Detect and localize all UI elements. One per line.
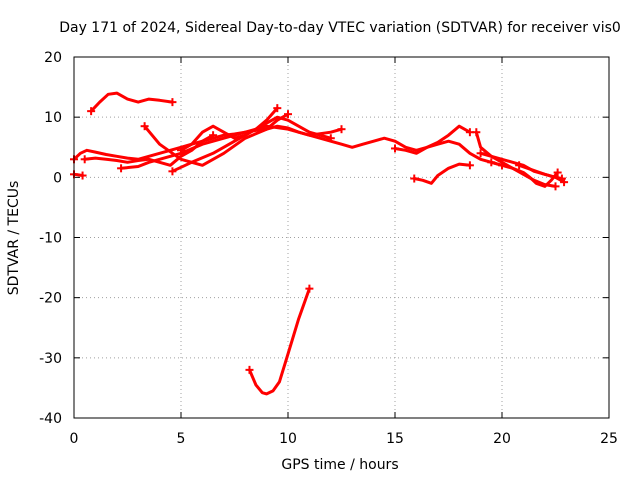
x-tick-label: 0 bbox=[70, 431, 79, 447]
series-arc-8-start-marker bbox=[177, 146, 185, 155]
series-arc-6-start-marker bbox=[140, 122, 149, 131]
series-arc-3-end-marker bbox=[168, 98, 177, 107]
plot-frame bbox=[73, 56, 610, 419]
series-arc-14-start-marker bbox=[487, 158, 496, 167]
series-arc-7 bbox=[170, 106, 279, 173]
series-arc-3 bbox=[89, 91, 174, 113]
x-tick-label: 15 bbox=[386, 431, 404, 447]
y-tick-label: 10 bbox=[44, 110, 62, 126]
series-arc-7-end-marker bbox=[273, 104, 282, 113]
series-arc-10 bbox=[412, 162, 472, 185]
y-tick-label: -20 bbox=[39, 291, 62, 307]
series-arc-8-end-marker bbox=[326, 134, 335, 143]
series-arc-5-end-marker bbox=[337, 125, 346, 134]
series-arc-9-end-marker bbox=[305, 284, 314, 293]
x-tick-label: 20 bbox=[493, 431, 511, 447]
series-arc-5 bbox=[119, 124, 343, 170]
series-arc-9 bbox=[248, 287, 311, 396]
x-axis-label: GPS time / hours bbox=[281, 457, 398, 473]
series-arc-6-end-marker bbox=[284, 110, 292, 119]
series-arc-8 bbox=[179, 115, 333, 152]
series-arc-6 bbox=[143, 112, 290, 167]
series-arc-3-start-marker bbox=[87, 107, 96, 116]
series-arc-10-end-marker bbox=[465, 161, 474, 170]
series-arc-4-start-marker bbox=[80, 155, 89, 164]
x-tick-labels: 0 5 10 15 20 25 bbox=[70, 431, 618, 447]
series-arc-5-start-marker bbox=[117, 164, 126, 173]
x-tick-label: 5 bbox=[177, 431, 186, 447]
series-arc-10-start-marker bbox=[410, 174, 419, 183]
series-arc-15 bbox=[517, 163, 566, 184]
y-tick-labels: -40 -30 -20 -10 0 10 20 bbox=[39, 50, 62, 427]
x-tick-label: 25 bbox=[600, 431, 618, 447]
series-arc-12-start-marker bbox=[472, 128, 481, 137]
series-arc-11-start-marker bbox=[391, 144, 399, 153]
grid-lines bbox=[74, 57, 609, 418]
series-arc-13-start-marker bbox=[476, 149, 485, 158]
x-tick-label: 10 bbox=[279, 431, 297, 447]
series-layer bbox=[70, 91, 569, 396]
series-arc-14-end-marker bbox=[553, 168, 562, 177]
y-tick-label: -10 bbox=[39, 231, 62, 247]
y-tick-label: -40 bbox=[39, 411, 62, 427]
series-arc-1-end-marker bbox=[78, 171, 87, 180]
series-arc-7-start-marker bbox=[168, 167, 177, 176]
series-arc-13-end-marker bbox=[551, 182, 560, 191]
series-arc-15-end-marker bbox=[560, 178, 569, 187]
series-arc-14 bbox=[489, 160, 560, 188]
y-tick-label: -30 bbox=[39, 351, 62, 367]
y-axis-label: SDTVAR / TECUs bbox=[6, 181, 22, 296]
series-arc-11 bbox=[393, 124, 472, 155]
series-arc-15-start-marker bbox=[515, 161, 524, 170]
series-arc-9-start-marker bbox=[245, 365, 254, 374]
y-tick-label: 0 bbox=[53, 170, 62, 186]
chart-title: Day 171 of 2024, Sidereal Day-to-day VTE… bbox=[59, 20, 621, 36]
y-tick-label: 20 bbox=[44, 50, 62, 66]
